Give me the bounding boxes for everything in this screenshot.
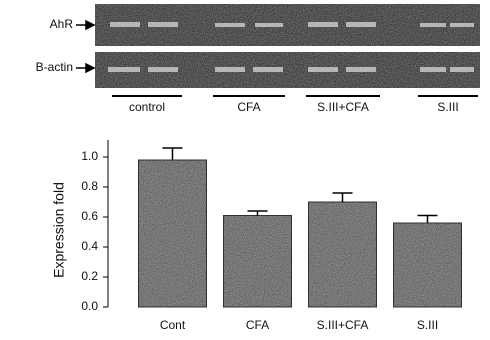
gel-group-label: S.III+CFA <box>317 100 369 114</box>
bar-texture <box>224 216 292 308</box>
gel-group-label: CFA <box>237 100 260 114</box>
error-bar <box>333 193 353 202</box>
y-axis-title: Expression fold <box>51 182 67 278</box>
y-tick-label: 0.2 <box>81 269 98 283</box>
x-tick-label: S.III+CFA <box>317 318 369 332</box>
y-tick-label: 1.0 <box>81 149 98 163</box>
y-tick-label: 0.8 <box>81 179 98 193</box>
x-tick-label: S.III <box>417 318 438 332</box>
gel-row-label: AhR <box>50 17 74 31</box>
error-bar <box>418 216 438 224</box>
y-tick-label: 0.4 <box>81 239 98 253</box>
x-tick-label: Cont <box>160 318 186 332</box>
bar-texture <box>309 202 377 307</box>
y-tick-label: 0.0 <box>81 299 98 313</box>
gel-group-label: S.III <box>437 100 458 114</box>
x-tick-label: CFA <box>246 318 269 332</box>
bar-texture <box>139 160 207 307</box>
y-tick-label: 0.6 <box>81 209 98 223</box>
error-bar <box>248 211 268 216</box>
gel-row-label: B-actin <box>36 60 73 74</box>
error-bar <box>163 148 183 160</box>
gel-image <box>76 4 480 96</box>
bar-texture <box>394 223 462 307</box>
figure: AhR B-actin control CFA S.III+CFA S.III … <box>0 0 490 340</box>
gel-group-label: control <box>129 100 165 114</box>
